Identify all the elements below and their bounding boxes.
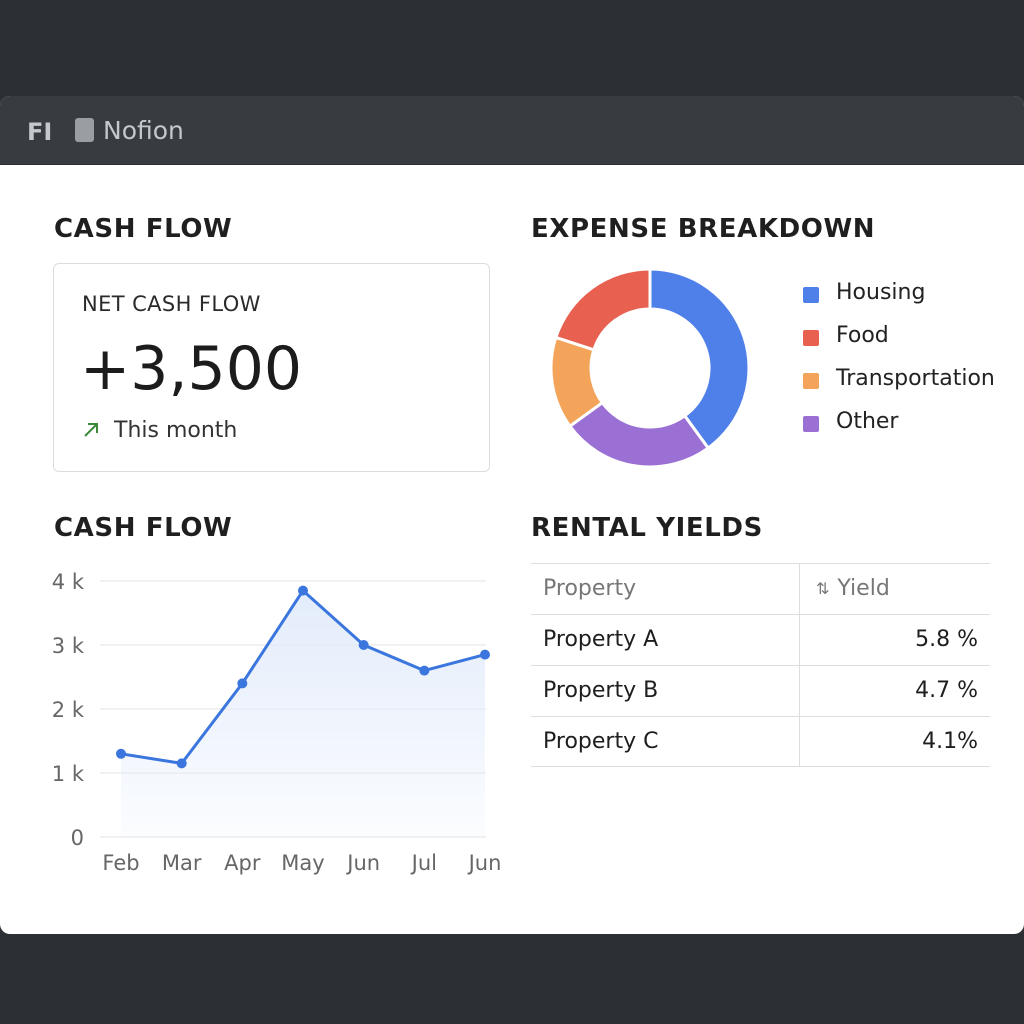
data-point <box>480 649 490 660</box>
table-header-row: Property ⇅ Yield <box>531 563 990 614</box>
table-row[interactable]: Property A 5.8 % <box>531 614 990 665</box>
row-property-name: Property B <box>543 678 659 703</box>
legend-swatch-transportation <box>803 373 819 389</box>
expense-donut-chart <box>549 267 751 469</box>
table-row[interactable]: Property C 4.1% <box>531 716 990 767</box>
data-point <box>237 678 248 689</box>
app-name: Nofion <box>103 116 184 145</box>
net-cash-flow-value: +3,500 <box>80 334 303 404</box>
row-yield-value: 4.1% <box>799 717 990 767</box>
row-property-name: Property A <box>543 627 659 652</box>
data-point <box>358 640 369 650</box>
x-tick-label: Jul <box>410 851 437 875</box>
x-tick-label: Jun <box>345 851 380 875</box>
net-cash-flow-label: NET CASH FLOW <box>82 292 261 316</box>
legend-swatch-other <box>803 416 819 432</box>
x-tick-label: Jun <box>467 851 500 875</box>
cash-flow-section-title: CASH FLOW <box>54 214 233 244</box>
y-tick-label: 1 k <box>52 762 85 786</box>
title-bar-short-label: FI <box>27 118 53 146</box>
app-window: FI Nofion CASH FLOW NET CASH FLOW +3,500… <box>0 96 1024 934</box>
legend-swatch-housing <box>803 287 819 303</box>
legend-label-food: Food <box>836 323 889 348</box>
header-yield-label: Yield <box>837 576 890 601</box>
cash-flow-chart-title: CASH FLOW <box>54 513 233 543</box>
x-tick-label: Feb <box>102 851 139 875</box>
arrow-up-right-icon <box>84 423 98 437</box>
cash-flow-area <box>121 590 485 837</box>
row-yield-value: 4.7 % <box>799 666 990 716</box>
x-tick-label: May <box>281 851 324 875</box>
document-icon <box>75 118 94 142</box>
x-tick-label: Apr <box>224 851 261 875</box>
row-yield-value: 5.8 % <box>799 615 990 665</box>
rental-yields-section-title: RENTAL YIELDS <box>531 513 763 543</box>
donut-slice-food <box>553 267 652 352</box>
data-point <box>298 585 308 596</box>
y-tick-label: 3 k <box>52 634 85 658</box>
rental-yields-table: Property ⇅ Yield Property A 5.8 % Propert… <box>531 563 990 767</box>
y-tick-label: 0 <box>71 826 84 850</box>
legend-label-housing: Housing <box>836 280 926 305</box>
header-property[interactable]: Property <box>543 576 637 601</box>
legend-label-transportation: Transportation <box>836 366 995 391</box>
data-point <box>176 758 187 769</box>
expense-breakdown-section-title: EXPENSE BREAKDOWN <box>531 214 876 244</box>
header-yield[interactable]: ⇅ Yield <box>799 564 990 614</box>
cash-flow-line-chart: 0 1 k 2 k 3 k 4 k Feb Mar Apr May Jun Jul Jun <box>52 570 500 875</box>
title-bar: FI Nofion <box>0 96 1024 165</box>
y-tick-label: 4 k <box>52 570 85 594</box>
sort-icon[interactable]: ⇅ <box>816 579 830 598</box>
y-tick-label: 2 k <box>52 698 85 722</box>
net-cash-flow-card: NET CASH FLOW +3,500 This month <box>53 263 490 472</box>
data-point <box>116 748 126 759</box>
table-row[interactable]: Property B 4.7 % <box>531 665 990 716</box>
data-point <box>419 665 430 676</box>
legend-swatch-food <box>803 330 819 346</box>
legend-label-other: Other <box>836 409 899 434</box>
x-tick-label: Mar <box>162 851 202 875</box>
row-property-name: Property C <box>543 729 659 754</box>
donut-slice-housing <box>648 267 751 451</box>
trend-period-text: This month <box>114 418 238 443</box>
